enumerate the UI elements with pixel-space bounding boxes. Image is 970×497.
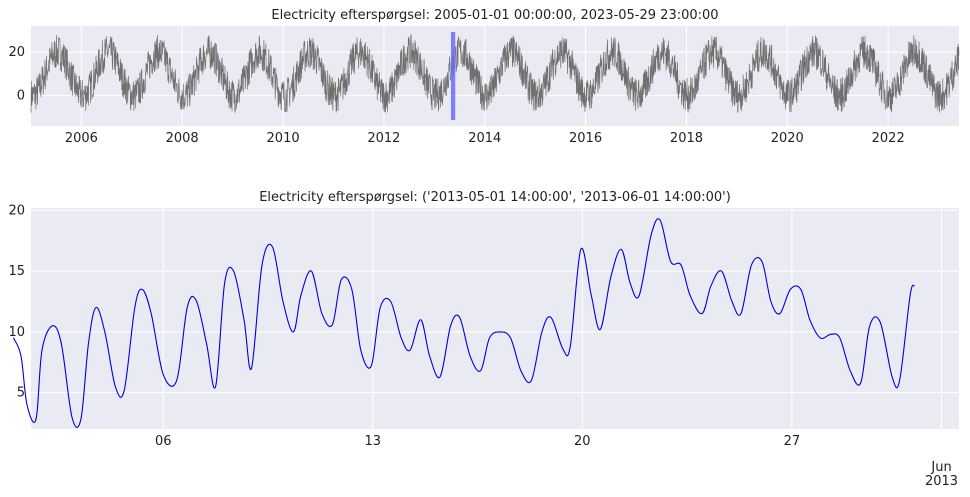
y-tick-label: 20 (8, 203, 25, 218)
detail-title: Electricity efterspørgsel: ('2013-05-01 … (259, 190, 731, 205)
y-tick-label: 0 (17, 89, 25, 104)
overview-title: Electricity efterspørgsel: 2005-01-01 00… (271, 8, 718, 23)
detail-y-ticks: 5 10 15 20 (8, 203, 25, 400)
x-tick-label: 2016 (569, 131, 602, 146)
x-tick-label: Jun 2013 (925, 460, 958, 489)
x-tick-label: 2010 (267, 131, 300, 146)
x-tick-label: 06 (155, 434, 172, 449)
y-tick-label: 5 (17, 386, 25, 401)
detail-panel: Electricity efterspørgsel: ('2013-05-01 … (8, 190, 959, 489)
x-tick-label: 2006 (65, 131, 98, 146)
x-tick-label: 27 (784, 434, 801, 449)
overview-x-ticks: 2006 2008 2010 2012 2014 2016 2018 2020 2022 (65, 131, 905, 146)
y-tick-label: 10 (8, 325, 25, 340)
detail-series (12, 218, 916, 428)
x-tick-label: 2012 (367, 131, 400, 146)
detail-plot-area (31, 208, 959, 429)
x-tick-label: 2018 (670, 131, 703, 146)
x-tick-label: 2022 (872, 131, 905, 146)
series-line (30, 33, 960, 113)
x-tick-label: 2008 (166, 131, 199, 146)
overview-highlight-window (450, 32, 456, 120)
x-tick-label: 13 (364, 434, 381, 449)
x-tick-label: 2014 (468, 131, 501, 146)
y-tick-label: 15 (8, 264, 25, 279)
series-line (12, 218, 916, 428)
overview-series (30, 33, 960, 113)
overview-y-ticks: 0 20 (8, 45, 25, 103)
y-tick-label: 20 (8, 45, 25, 60)
detail-x-ticks: 06 13 20 27 Jun 2013 (155, 434, 958, 489)
x-tick-label: 20 (574, 434, 591, 449)
x-tick-label: 2020 (771, 131, 804, 146)
overview-panel: Electricity efterspørgsel: 2005-01-01 00… (8, 8, 960, 146)
highlight-window-bar (450, 32, 456, 120)
